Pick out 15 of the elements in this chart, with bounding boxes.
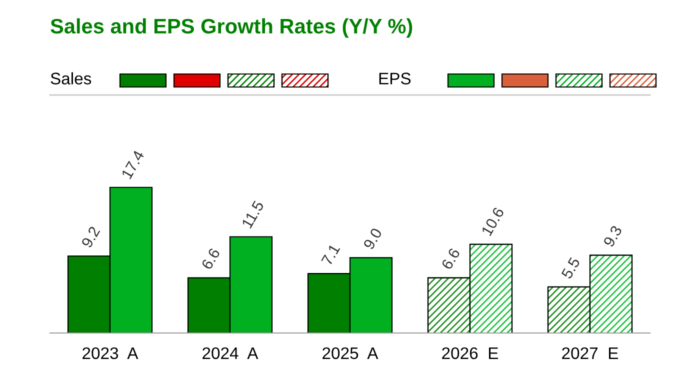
x-tick-label: 2026 E (442, 347, 498, 360)
x-tick-label: 2023 A (82, 347, 138, 360)
x-tick-label: 2025 A (322, 347, 378, 360)
legend-label: Sales (50, 72, 92, 84)
data-label: 7.1 (321, 243, 340, 266)
chart-title: Sales and EPS Growth Rates (Y/Y %) (50, 18, 412, 38)
legend-label: EPS (379, 72, 411, 84)
x-tick-label: 2024 A (202, 347, 258, 360)
data-label: 5.5 (561, 256, 580, 280)
data-label: 6.6 (201, 247, 220, 270)
x-tick-label: 2027 E (562, 347, 618, 360)
data-label: 9.2 (81, 226, 100, 248)
data-label: 9.0 (363, 227, 382, 250)
data-label: 6.6 (441, 247, 460, 270)
data-label: 9.3 (603, 224, 622, 248)
